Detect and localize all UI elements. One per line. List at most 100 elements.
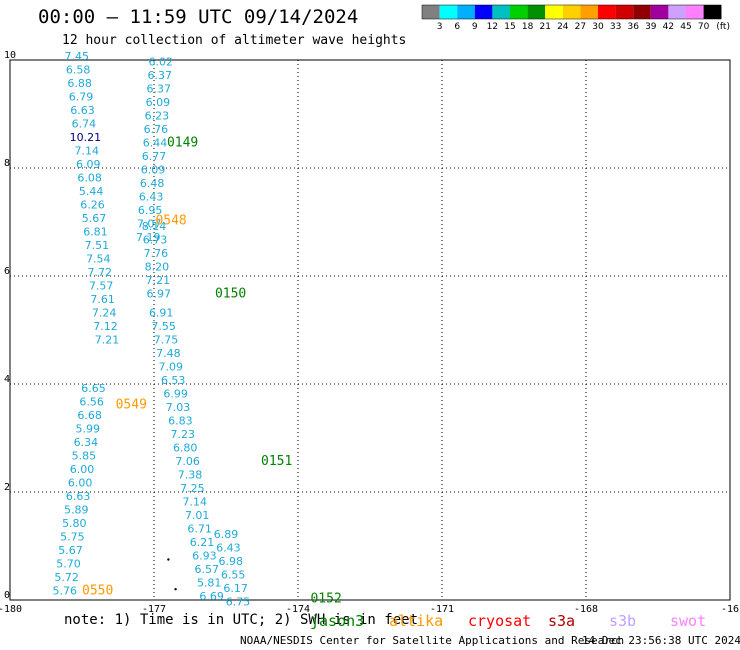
colorbar-label: 42 [663, 22, 674, 32]
colorbar-label: 12 [487, 22, 498, 32]
chart-subtitle: 12 hour collection of altimeter wave hei… [62, 33, 407, 48]
data-label: 6.43 [216, 541, 241, 554]
colorbar-label: 24 [557, 22, 569, 32]
legend-altika-label: altika [389, 612, 444, 630]
data-label: 6.08 [77, 172, 102, 185]
data-label: 7.55 [151, 320, 176, 333]
colorbar-label: 39 [645, 22, 657, 32]
data-label: 5.99 [76, 423, 101, 436]
data-label: 6.63 [66, 490, 91, 503]
colorbar-swatch [457, 5, 475, 19]
data-label: 7.51 [85, 239, 110, 252]
data-label: 7.45 [64, 50, 89, 63]
y-tick-label: 8 [4, 158, 10, 169]
data-label: 6.98 [219, 555, 244, 568]
data-label: 6.23 [145, 109, 170, 122]
data-label: 7.03 [166, 401, 191, 414]
colorbar-label: 30 [592, 22, 604, 32]
data-label: 6.53 [161, 374, 186, 387]
colorbar-swatch [615, 5, 634, 19]
pass-time-label: 0152 [310, 592, 341, 607]
colorbar-swatch [580, 5, 598, 19]
data-label: 6.37 [148, 69, 173, 82]
colorbar-unit: (ft) [716, 22, 730, 32]
plot-frame [9, 59, 731, 601]
data-label: 7.54 [86, 253, 111, 266]
data-label: 7.07 [137, 217, 162, 230]
data-label: 5.75 [60, 531, 85, 544]
y-tick-label: 10 [4, 50, 16, 61]
pass-time-label: 0548 [155, 214, 186, 229]
x-tick-label: -171 [430, 604, 454, 615]
data-label: 6.97 [147, 288, 172, 301]
data-label: 5.72 [54, 571, 79, 584]
legend-s3b-label: s3b [609, 612, 637, 630]
colorbar-label: 9 [472, 22, 478, 32]
colorbar-label: 3 [437, 22, 443, 32]
legend-s3a-label: s3a [548, 612, 576, 630]
data-label: 6.02 [148, 55, 173, 68]
colorbar-swatch [474, 5, 493, 19]
data-label: 7.01 [185, 509, 210, 522]
data-label: 7.72 [88, 266, 113, 279]
colorbar-swatch [598, 5, 616, 19]
data-label: 6.89 [214, 528, 239, 541]
legend-swot-label: swot [670, 612, 707, 630]
x-tick-label: -180 [0, 604, 22, 615]
colorbar-label: 27 [575, 22, 586, 32]
colorbar-swatch [633, 5, 651, 19]
data-label: 6.88 [67, 77, 92, 90]
data-label: 6.26 [80, 199, 105, 212]
data-label: 6.99 [163, 388, 188, 401]
data-label: 6.63 [70, 104, 95, 117]
data-label: 6.77 [142, 150, 167, 163]
data-label: 6.95 [138, 204, 163, 217]
colorbar-label: 36 [627, 22, 639, 32]
data-label: 5.89 [64, 504, 89, 517]
colorbar-swatch [439, 5, 458, 19]
data-label: 6.48 [140, 177, 165, 190]
colorbar-label: 45 [680, 22, 691, 32]
footer-note: note: 1) Time is in UTC; 2) SWH is in fe… [64, 612, 419, 628]
data-label: 6.80 [173, 442, 198, 455]
pass-time-label: 0150 [215, 287, 246, 302]
data-label: 7.09 [159, 361, 184, 374]
legend-cryosat-label: cryosat [468, 612, 532, 630]
data-label: 6.76 [144, 123, 169, 136]
data-label: 7.14 [75, 145, 100, 158]
data-label: 6.17 [223, 582, 248, 595]
y-tick-label: 4 [4, 374, 10, 385]
data-label: 6.68 [77, 409, 102, 422]
data-label: 5.67 [58, 544, 83, 557]
data-label: 5.44 [79, 185, 104, 198]
data-label: 5.80 [62, 517, 87, 530]
footer-timestamp: 14 Dec 23:56:38 UTC 2024 [582, 634, 740, 647]
data-dot [167, 558, 170, 561]
data-label: 7.76 [144, 247, 169, 260]
y-tick-label: 0 [4, 590, 10, 601]
colorbar-label: 18 [522, 22, 534, 32]
data-label: 6.65 [81, 382, 106, 395]
colorbar-swatch [527, 5, 546, 19]
data-label: 6.81 [83, 226, 108, 239]
y-tick-label: 2 [4, 482, 10, 493]
colorbar-label: 70 [698, 22, 710, 32]
data-label: 6.37 [147, 82, 172, 95]
data-label: 6.55 [221, 568, 246, 581]
pass-time-label: 0151 [261, 454, 292, 469]
data-label: 7.25 [180, 482, 205, 495]
data-label: 6.09 [141, 163, 166, 176]
data-label: 6.09 [76, 158, 101, 171]
colorbar-swatch [510, 5, 528, 19]
data-label: 6.56 [79, 396, 104, 409]
colorbar-swatch [650, 5, 669, 19]
data-label: 5.85 [72, 450, 97, 463]
colorbar-label: 33 [610, 22, 621, 32]
y-tick-label: 6 [4, 266, 10, 277]
data-label: 7.12 [93, 320, 118, 333]
data-label: 6.71 [187, 523, 212, 536]
data-label: 7.14 [183, 496, 208, 509]
colorbar-swatch [545, 5, 563, 19]
x-tick-label: -16 [721, 604, 739, 615]
